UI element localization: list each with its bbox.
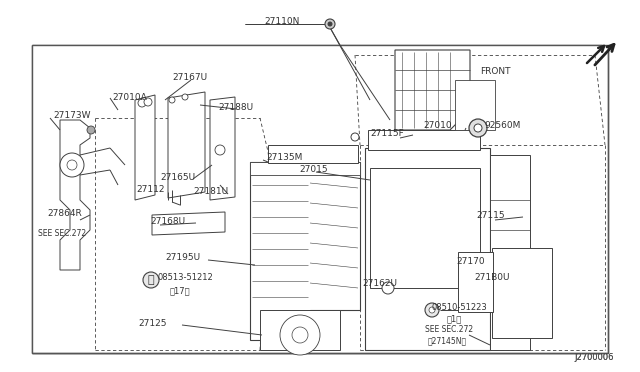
Circle shape [87,126,95,134]
Bar [370,168,480,288]
Polygon shape [368,130,480,150]
Polygon shape [268,145,358,163]
Text: 08510-51223: 08510-51223 [432,302,488,311]
Circle shape [169,97,175,103]
Text: 27170: 27170 [456,257,484,266]
Text: 27110N: 27110N [264,17,300,26]
Circle shape [382,282,394,294]
Text: ⓑ: ⓑ [147,275,154,285]
Text: 27010A: 27010A [112,93,147,102]
Text: 27162U: 27162U [362,279,397,289]
Polygon shape [490,155,530,350]
Circle shape [425,303,439,317]
Text: 271B0U: 271B0U [474,273,509,282]
Text: 08513-51212: 08513-51212 [158,273,214,282]
Polygon shape [395,50,470,130]
Text: J2700006: J2700006 [575,353,614,362]
Polygon shape [168,92,205,198]
Text: 27165U: 27165U [160,173,195,182]
Text: （1）: （1） [447,314,462,324]
Text: J2700006: J2700006 [575,353,614,362]
Polygon shape [250,162,360,340]
Text: 27864R: 27864R [47,208,82,218]
Polygon shape [210,97,235,200]
Text: SEE SEC.272: SEE SEC.272 [38,230,86,238]
Text: 27115: 27115 [476,211,504,219]
Bar [32,45,602,353]
Polygon shape [365,148,490,350]
Circle shape [138,99,146,107]
Bar [32,45,608,353]
Circle shape [474,124,482,132]
Circle shape [215,145,225,155]
Polygon shape [135,95,155,200]
Circle shape [292,327,308,343]
Text: FRONT: FRONT [480,67,511,77]
Text: 27181U: 27181U [193,187,228,196]
Circle shape [429,307,435,313]
Text: （17）: （17） [170,286,191,295]
Text: 27167U: 27167U [172,74,207,83]
Text: SEE SEC.272: SEE SEC.272 [425,326,473,334]
Text: 92560M: 92560M [484,122,520,131]
Circle shape [143,272,159,288]
Polygon shape [250,162,360,175]
Text: （27145N）: （27145N） [428,337,467,346]
Bar [458,252,493,312]
Text: 27010: 27010 [423,122,452,131]
Text: 27188U: 27188U [218,103,253,112]
Bar [492,248,552,338]
Circle shape [144,98,152,106]
Polygon shape [60,120,90,270]
Circle shape [328,22,332,26]
Circle shape [469,119,487,137]
Text: 27115F: 27115F [370,128,404,138]
Text: 27112: 27112 [136,186,164,195]
Polygon shape [260,310,340,350]
Text: 27125: 27125 [138,318,166,327]
Text: 27015: 27015 [299,166,328,174]
Circle shape [60,153,84,177]
Polygon shape [152,212,225,235]
Text: 27168U: 27168U [150,217,185,225]
Circle shape [325,19,335,29]
Circle shape [280,315,320,355]
Text: 27195U: 27195U [165,253,200,263]
Circle shape [182,94,188,100]
Circle shape [351,133,359,141]
Bar [455,80,495,130]
Text: 27135M: 27135M [266,154,302,163]
Circle shape [67,160,77,170]
Text: 27173W: 27173W [53,112,90,121]
